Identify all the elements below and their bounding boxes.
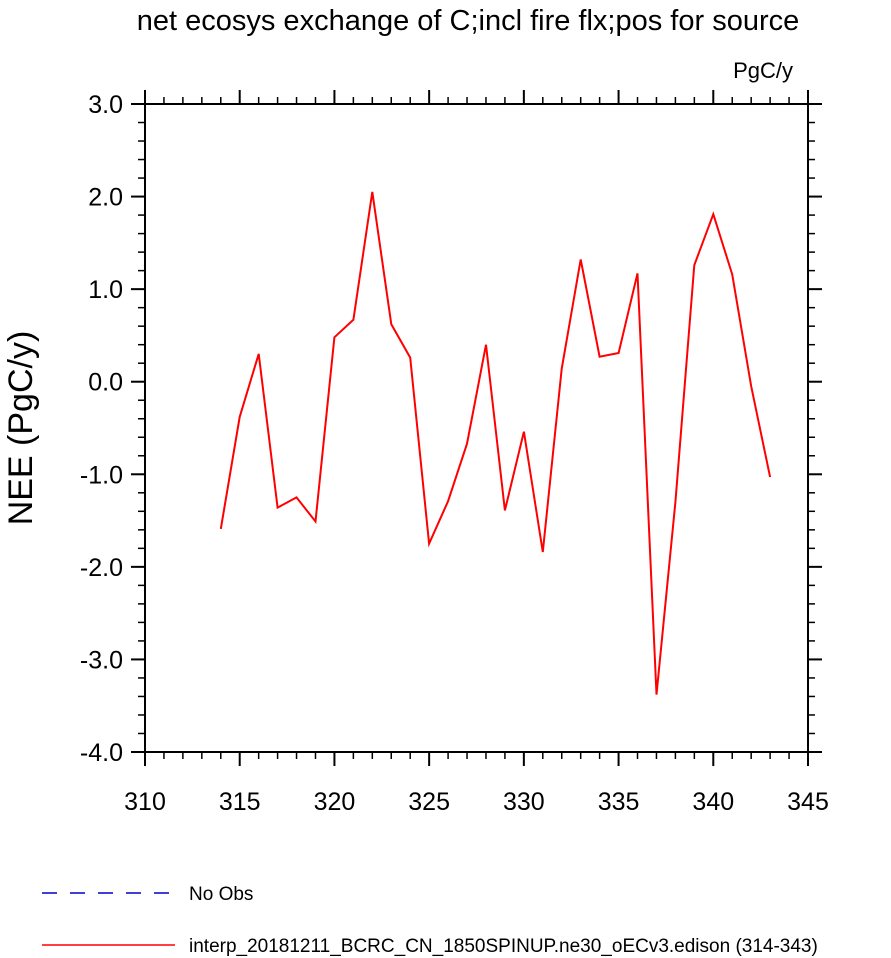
- chart-title: net ecosys exchange of C;incl fire flx;p…: [137, 5, 799, 37]
- y-tick-label: 0.0: [88, 369, 123, 397]
- legend: No Obs interp_20181211_BCRC_CN_1850SPINUP…: [42, 884, 818, 957]
- y-tick-label: -1.0: [80, 461, 123, 489]
- y-axis-label: NEE (PgC/y): [2, 331, 40, 526]
- x-tick-label: 325: [408, 788, 450, 816]
- ticks-layer: 310 315 320 325 330 335 340 345 3.0 2.0 1.0 0.0 -1.0…: [80, 90, 829, 816]
- y-tick-label: 3.0: [88, 91, 123, 119]
- x-tick-label: 345: [787, 788, 829, 816]
- x-tick-label: 320: [314, 788, 356, 816]
- units-label: PgC/y: [733, 58, 793, 83]
- x-tick-label: 340: [692, 788, 734, 816]
- legend-label: interp_20181211_BCRC_CN_1850SPINUP.ne30_…: [189, 936, 818, 957]
- data-layer: [219, 191, 772, 695]
- x-tick-label: 330: [503, 788, 545, 816]
- y-tick-label: -2.0: [80, 554, 123, 582]
- y-tick-label: -3.0: [80, 646, 123, 674]
- y-tick-label: -4.0: [80, 739, 123, 767]
- x-tick-label: 310: [124, 788, 166, 816]
- plot-frame: [144, 103, 809, 753]
- legend-label: No Obs: [189, 884, 253, 905]
- y-tick-label: 1.0: [88, 276, 123, 304]
- series-line: [219, 191, 772, 695]
- y-tick-label: 2.0: [88, 184, 123, 212]
- x-tick-label: 335: [598, 788, 640, 816]
- x-tick-label: 315: [219, 788, 261, 816]
